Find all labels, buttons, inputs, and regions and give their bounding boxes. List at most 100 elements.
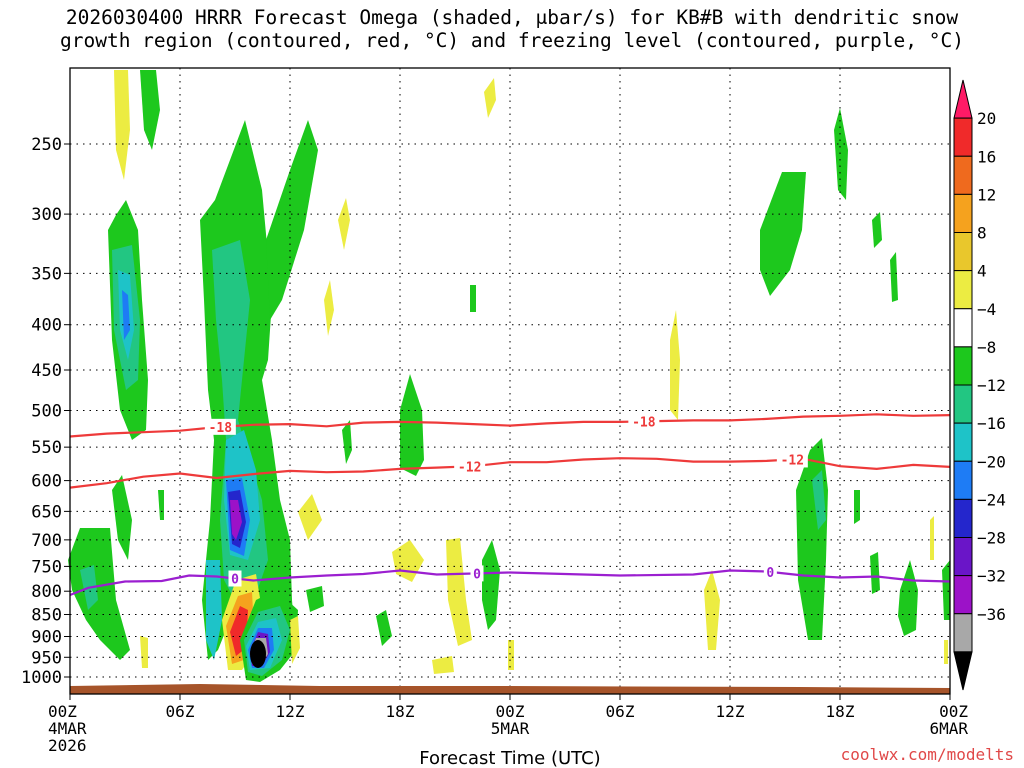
contour-label: 0	[231, 572, 239, 587]
contour-label: 0	[473, 567, 481, 582]
colorbar-swatch	[953, 79, 973, 119]
x-tick-label: 06Z	[606, 702, 635, 721]
omega-region	[140, 70, 160, 150]
omega-region	[158, 490, 164, 520]
contour-label-bg	[204, 418, 236, 435]
omega-region	[266, 120, 318, 320]
colorbar-swatch	[953, 460, 973, 500]
y-tick-label: 900	[31, 627, 62, 647]
terrain-surface	[70, 684, 950, 694]
y-tick-label: 450	[31, 361, 62, 381]
omega-region	[68, 528, 130, 660]
omega-region	[872, 212, 882, 248]
omega-region	[376, 610, 392, 646]
y-tick-label: 300	[31, 205, 62, 225]
omega-region	[122, 290, 130, 340]
omega-region	[140, 636, 148, 668]
colorbar-swatch	[953, 155, 973, 195]
omega-region	[338, 198, 350, 250]
colorbar-swatch	[953, 575, 973, 615]
omega-region	[760, 172, 806, 296]
x-tick-date-label: 4MAR	[48, 719, 87, 738]
colorbar-label: 12	[977, 185, 996, 204]
contour-freezing-level	[69, 569, 951, 597]
contour-label: -12	[781, 453, 804, 468]
colorbar-label: 8	[977, 224, 987, 243]
omega-region	[854, 490, 860, 524]
contour-label: -12	[458, 460, 481, 475]
contour-label-bg	[776, 451, 808, 468]
y-tick-label: 950	[31, 648, 62, 668]
contour-label-bg	[454, 458, 486, 475]
y-tick-label: 650	[31, 502, 62, 522]
contour-label-bg	[628, 413, 660, 430]
omega-region	[114, 70, 130, 180]
omega-region	[112, 475, 132, 560]
y-tick-label: 750	[31, 557, 62, 577]
y-tick-label: 850	[31, 606, 62, 626]
colorbar-swatch	[953, 651, 973, 691]
colorbar-label: −36	[977, 605, 1006, 624]
colorbar-label: −16	[977, 414, 1006, 433]
omega-region	[206, 560, 222, 660]
colorbar-label: 4	[977, 262, 987, 281]
omega-region	[470, 285, 476, 312]
colorbar-swatch	[953, 384, 973, 424]
omega-region	[834, 108, 848, 200]
omega-region	[930, 516, 934, 560]
omega-region	[942, 560, 950, 620]
x-tick-label: 00Z	[496, 702, 525, 721]
colorbar-swatch	[953, 498, 973, 538]
contour-label: -18	[632, 415, 656, 430]
contour-labels: -18 -18 -12 -12 0 0 0	[204, 413, 808, 587]
omega-region	[432, 656, 454, 674]
x-tick-label: 00Z	[48, 702, 77, 721]
title-line-2: growth region (contoured, red, °C) and f…	[60, 29, 964, 52]
omega-region	[342, 420, 352, 464]
omega-region	[446, 538, 472, 646]
omega-region	[898, 560, 918, 636]
colorbar-label: 20	[977, 109, 996, 128]
omega-region	[298, 494, 322, 540]
contour-label: 0	[766, 566, 774, 581]
omega-region	[482, 540, 500, 630]
y-tick-label: 500	[31, 402, 62, 422]
contour-label-bg	[228, 570, 242, 587]
omega-region	[944, 640, 948, 664]
colorbar-label: −28	[977, 529, 1006, 548]
x-tick-label: 18Z	[386, 702, 415, 721]
omega-region	[230, 500, 242, 540]
colorbar-label: −8	[977, 338, 996, 357]
colorbar-label: −32	[977, 567, 1006, 586]
colorbar-swatch	[953, 117, 973, 157]
y-tick-label: 550	[31, 438, 62, 458]
x-axis-label: Forecast Time (UTC)	[419, 748, 600, 768]
omega-core	[250, 640, 266, 668]
colorbar-swatch	[953, 346, 973, 386]
y-tick-label: 250	[31, 135, 62, 155]
omega-region	[400, 374, 424, 476]
x-tick-label: 00Z	[939, 702, 968, 721]
colorbar-label: −24	[977, 490, 1006, 509]
y-axis: 2503003504004505005506006507007508008509…	[21, 135, 70, 688]
contour-label: -18	[209, 421, 233, 436]
y-tick-label: 600	[31, 472, 62, 492]
x-tick-date-label: 6MAR	[929, 719, 968, 738]
omega-region	[324, 280, 334, 336]
omega-region	[812, 470, 826, 530]
colorbar-label: −4	[977, 300, 996, 319]
y-tick-label: 800	[31, 582, 62, 602]
colorbar-swatch	[953, 613, 973, 653]
chart-title: 2026030400 HRRR Forecast Omega (shaded, …	[0, 6, 1024, 52]
omega-region	[704, 570, 720, 650]
colorbar-label: −12	[977, 376, 1006, 395]
x-tick-label: 12Z	[716, 702, 745, 721]
omega-region	[306, 586, 324, 612]
y-tick-label: 1000	[21, 668, 62, 688]
y-tick-label: 350	[31, 264, 62, 284]
x-tick-date-label: 5MAR	[491, 719, 530, 738]
watermark: coolwx.com/modelts	[840, 745, 1014, 764]
omega-region	[670, 310, 680, 420]
contour-label-bg	[470, 565, 484, 582]
